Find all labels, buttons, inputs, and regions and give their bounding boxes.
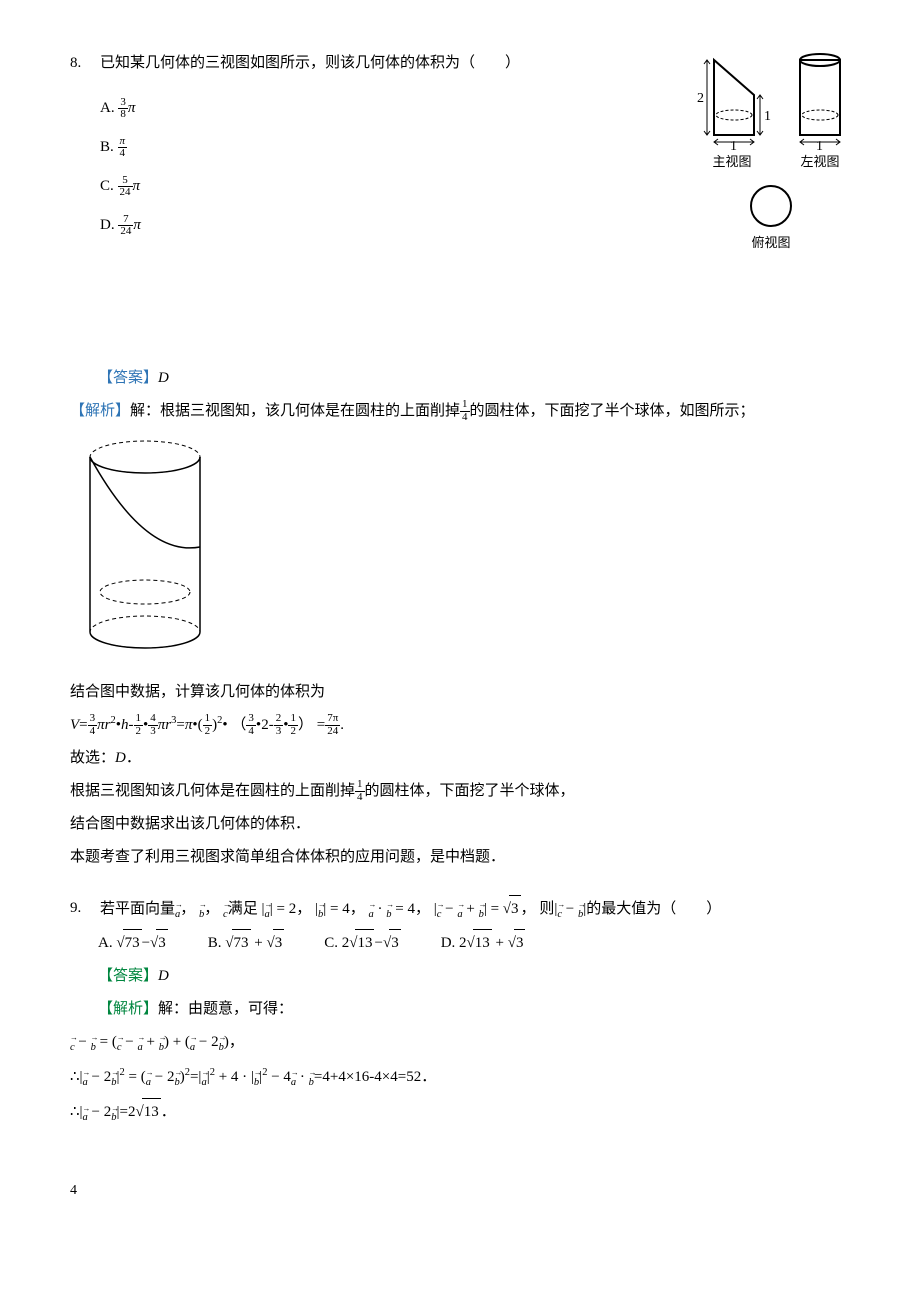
q9-opt-a: A. √73−√3 bbox=[98, 929, 168, 957]
fig-top-row: 2 1 1 主视图 1 左视图 bbox=[692, 50, 850, 173]
top-view-label: 俯视图 bbox=[751, 231, 790, 254]
dim-1: 1 bbox=[816, 139, 823, 150]
q8-opt-b: B. π4 bbox=[100, 134, 692, 161]
pi: π bbox=[128, 100, 136, 116]
dim-1: 1 bbox=[764, 109, 771, 124]
q9-work: c − b = (c − a + b) + (a − 2b)， ∴|a − 2b… bbox=[70, 1029, 850, 1129]
fraction: 38 bbox=[118, 97, 128, 121]
solution-3d-figure bbox=[70, 437, 220, 657]
so-label: 故选： bbox=[70, 750, 115, 766]
front-view-label: 主视图 bbox=[712, 150, 751, 173]
question-9: 9. 若平面向量a， b， c满足 |a| = 2， |b| = 4， a · … bbox=[70, 895, 850, 925]
pi: π bbox=[133, 178, 141, 194]
jiexi-text: 的圆柱体，下面挖了半个球体，如图所示； bbox=[470, 403, 755, 419]
q9-opt-c: C. 2√13−√3 bbox=[324, 929, 400, 957]
q8-opt-c: C. 524π bbox=[100, 173, 692, 200]
fraction: 14 bbox=[460, 399, 470, 423]
q8-figures: 2 1 1 主视图 1 左视图 bbox=[692, 50, 850, 255]
opt-label: D. bbox=[100, 217, 115, 233]
q8-opt-d: D. 724π bbox=[100, 212, 692, 239]
q8-body: 已知某几何体的三视图如图所示，则该几何体的体积为（ ） A. 38π B. π4… bbox=[100, 50, 692, 251]
q9-line2: ∴|a − 2b|2 = (a − 2b)2=|a|2 + 4 · |b|2 −… bbox=[70, 1064, 850, 1093]
q9-body: 若平面向量a， b， c满足 |a| = 2， |b| = 4， a · b =… bbox=[100, 895, 850, 925]
jiexi-label: 【解析】 bbox=[70, 403, 130, 419]
page-number: 4 bbox=[70, 1178, 850, 1203]
side-view: 1 左视图 bbox=[790, 50, 850, 173]
calc-line: V=34πr2•h-12•43πr3=π•(12)2• （34•2-23•12）… bbox=[70, 712, 850, 739]
dim-1: 1 bbox=[730, 139, 737, 150]
q9-opt-b: B. √73 + √3 bbox=[208, 929, 284, 957]
fraction: π4 bbox=[118, 136, 128, 160]
opt-label: A. bbox=[100, 100, 115, 116]
jiexi-label: 【解析】 bbox=[98, 1001, 158, 1017]
q8-stem: 已知某几何体的三视图如图所示，则该几何体的体积为（ ） bbox=[100, 50, 692, 77]
q8-solution: 【答案】D 【解析】解：根据三视图知，该几何体是在圆柱的上面削掉14的圆柱体，下… bbox=[70, 365, 850, 871]
fraction: 524 bbox=[118, 175, 133, 199]
top-view: 俯视图 bbox=[692, 181, 850, 254]
front-view: 2 1 1 主视图 bbox=[692, 50, 772, 173]
q9-solution: 【答案】D 【解析】解：由题意，可得： bbox=[98, 963, 850, 1023]
top-view-svg bbox=[746, 181, 796, 231]
answer-label: 【答案】 bbox=[98, 370, 158, 386]
calc-header: 结合图中数据，计算该几何体的体积为 bbox=[70, 679, 850, 706]
q9-number: 9. bbox=[70, 895, 100, 922]
dim-2: 2 bbox=[697, 91, 704, 106]
opt-label: C. bbox=[100, 178, 114, 194]
q8-number: 8. bbox=[70, 50, 100, 77]
answer-label: 【答案】 bbox=[98, 968, 158, 984]
q9-opt-d: D. 2√13 + √3 bbox=[441, 929, 526, 957]
q8-opt-a: A. 38π bbox=[100, 95, 692, 122]
so-value: D bbox=[115, 750, 126, 766]
pi: π bbox=[133, 217, 141, 233]
jiexi-text: 解：根据三视图知，该几何体是在圆柱的上面削掉 bbox=[130, 403, 460, 419]
q9-options: A. √73−√3 B. √73 + √3 C. 2√13−√3 D. 2√13… bbox=[98, 929, 850, 957]
q8-options: A. 38π B. π4 C. 524π D. 724π bbox=[100, 95, 692, 239]
front-view-svg: 2 1 1 bbox=[692, 50, 772, 150]
q9-line1: c − b = (c − a + b) + (a − 2b)， bbox=[70, 1029, 850, 1058]
fraction: 724 bbox=[118, 214, 133, 238]
opt-label: B. bbox=[100, 139, 114, 155]
side-view-label: 左视图 bbox=[800, 150, 839, 173]
question-8: 8. 已知某几何体的三视图如图所示，则该几何体的体积为（ ） A. 38π B.… bbox=[70, 50, 850, 255]
answer-value: D bbox=[158, 968, 169, 984]
q9-line3: ∴|a − 2b|=2√13． bbox=[70, 1098, 850, 1128]
side-view-svg: 1 bbox=[790, 50, 850, 150]
answer-value: D bbox=[158, 370, 169, 386]
